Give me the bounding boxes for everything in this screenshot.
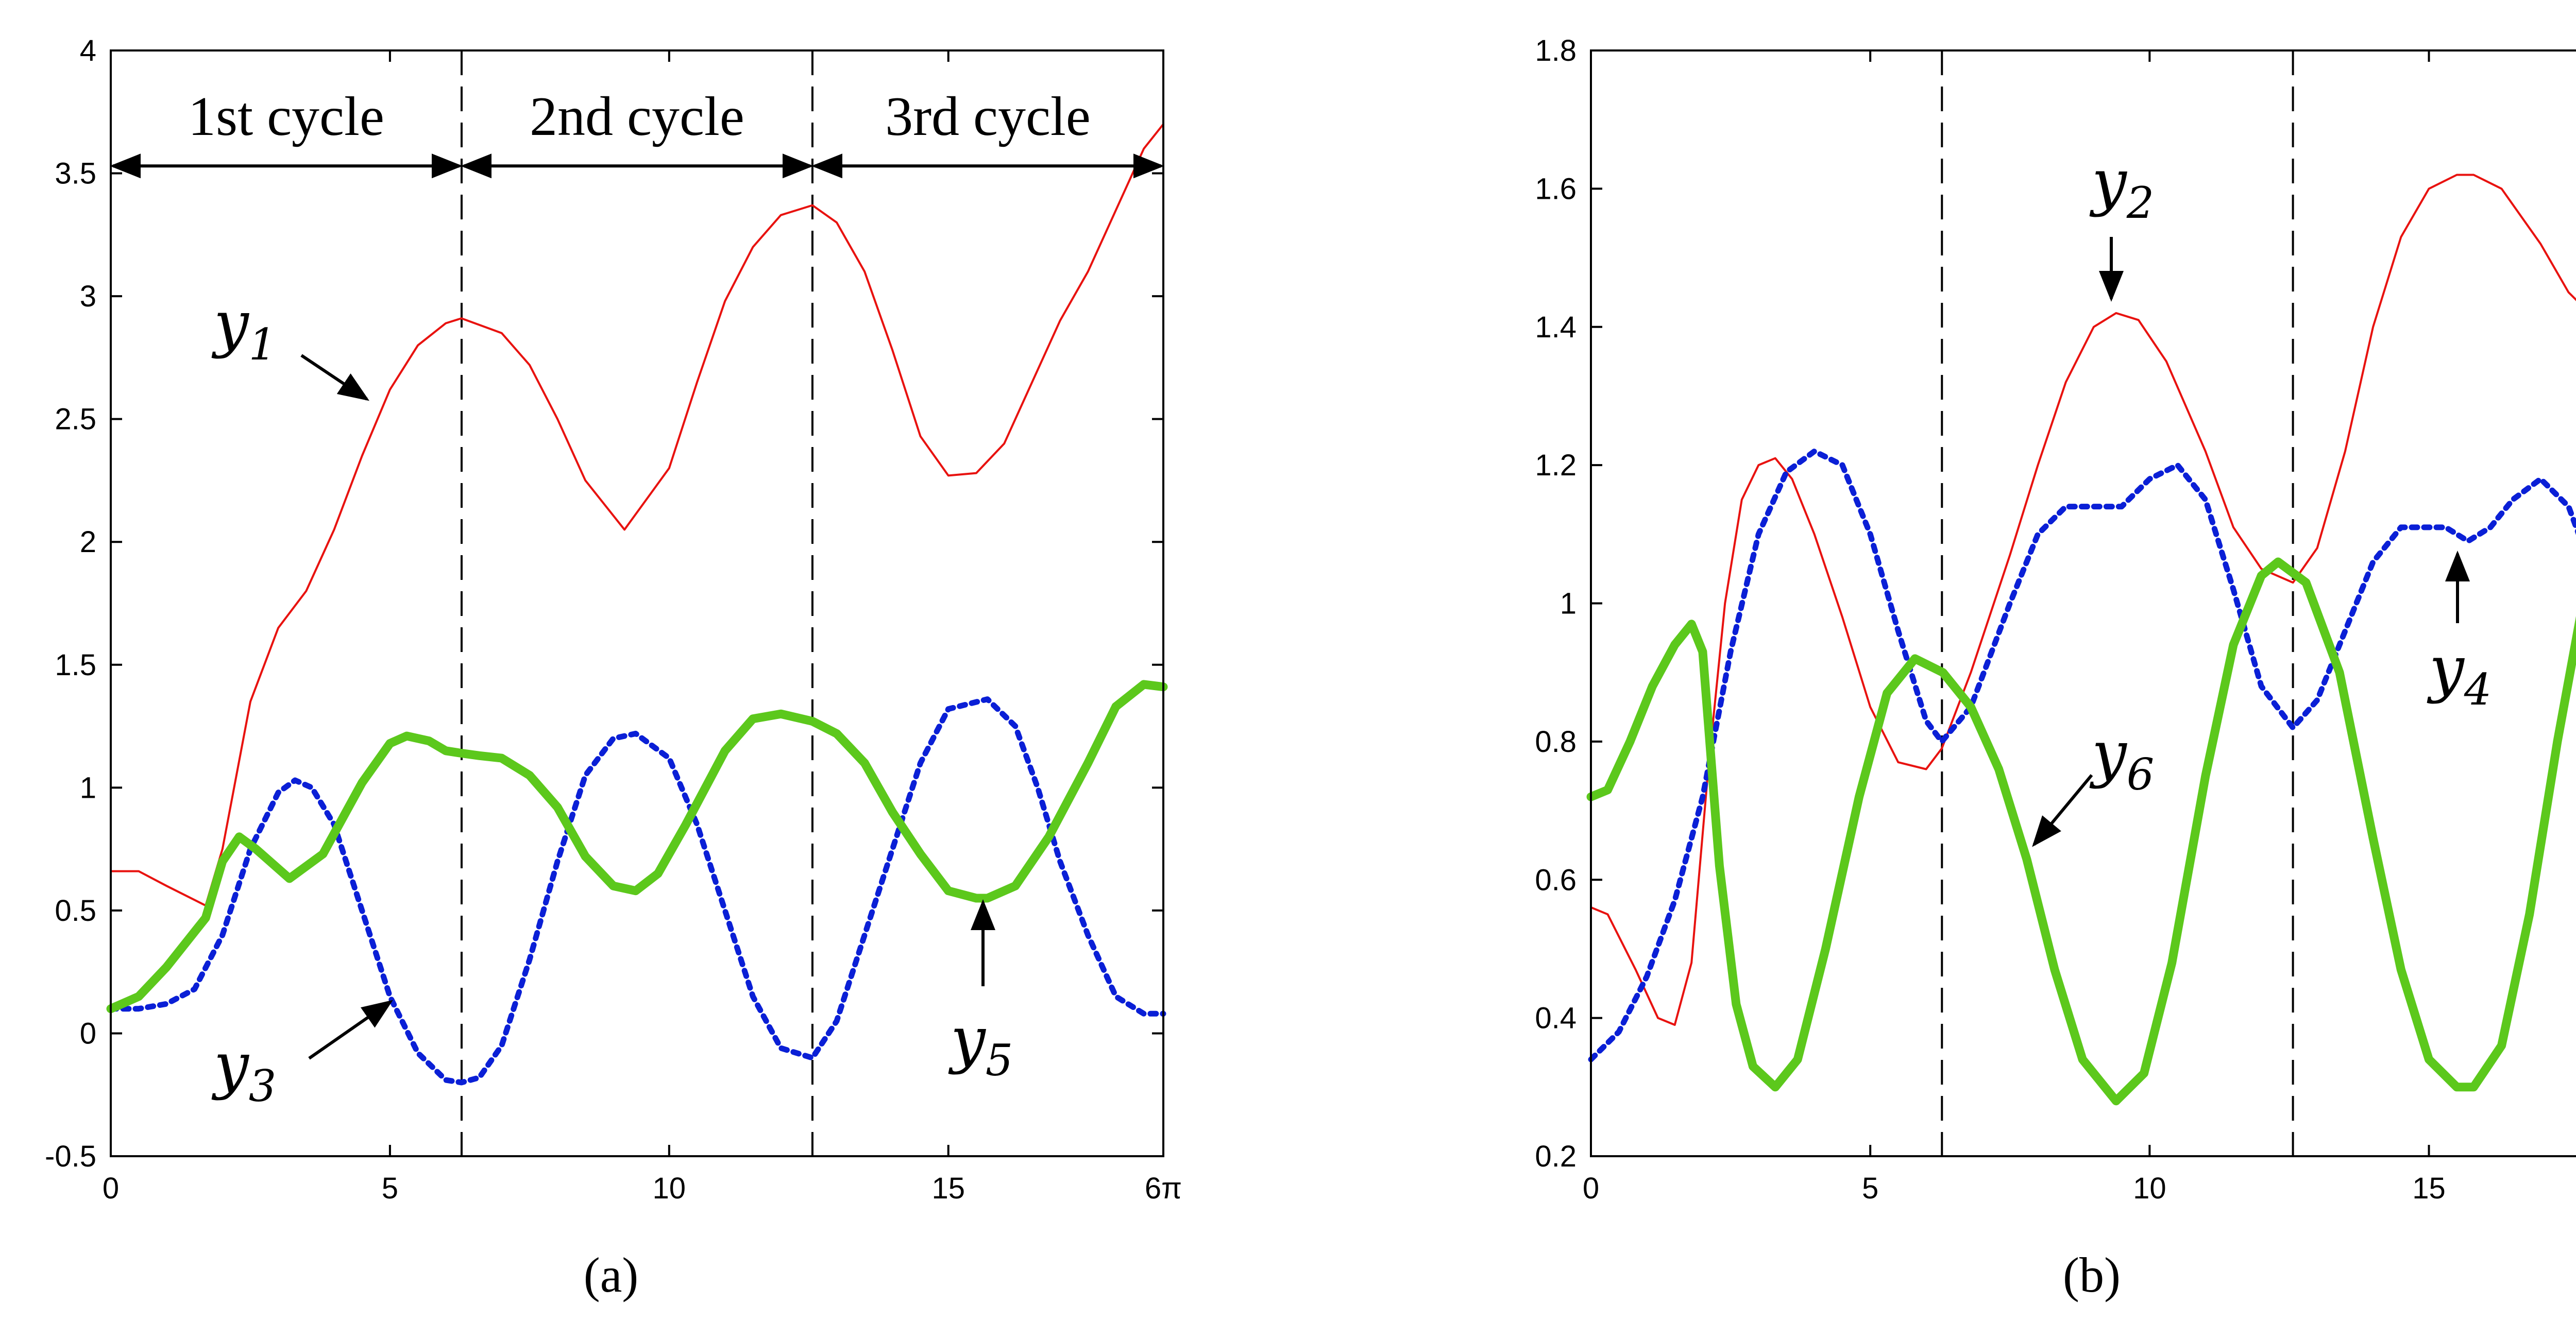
panel-b-y-tick-label: 0.2 (1535, 1140, 1577, 1173)
panel-a-y-tick-label: 4 (80, 34, 96, 67)
panel-a-y-tick-label: 3.5 (55, 157, 96, 191)
series-y1-line (110, 123, 1164, 907)
svg-text:y1: y1 (211, 288, 276, 370)
annotation-y6-arrow (2032, 774, 2093, 847)
panel-b-caption: (b) (2063, 1247, 2121, 1302)
annotation-y3: y3 (211, 1000, 393, 1111)
svg-text:y6: y6 (2089, 718, 2154, 800)
svg-text:y4: y4 (2427, 633, 2492, 715)
panel-b-y-tick-label: 1.6 (1535, 172, 1577, 205)
panel-a: 0 5 10 15 6π -0.500.511.522.533.54 1st cycle… (45, 34, 1182, 1302)
annotation-y4: y4 (2427, 551, 2492, 715)
cycle-label-2: 2nd cycle (530, 86, 744, 147)
panel-a-y-tick-label: -0.5 (45, 1140, 96, 1173)
annotation-y5: y5 (948, 899, 1013, 1086)
panel-b-x-tick-label: 15 (2412, 1172, 2446, 1205)
series-y2-line (1590, 174, 2576, 1026)
panel-b-vlines (1941, 50, 2294, 1156)
panel-a-x-tick-label: 6π (1145, 1172, 1182, 1205)
panel-b-y-tick-label: 1.4 (1535, 311, 1577, 344)
panel-a-y-tick-label: 0.5 (55, 894, 96, 928)
panel-a-y-tick-label: 1.5 (55, 648, 96, 682)
annotation-y1-arrow (300, 354, 369, 401)
annotation-y2: y2 (2089, 147, 2154, 302)
series-y5-line (106, 680, 1168, 1014)
panel-b-x-tick-label: 5 (1862, 1172, 1878, 1205)
panel-a-y-tick-label: 3 (80, 280, 96, 313)
panel-a-x-tick-label: 5 (382, 1172, 398, 1205)
svg-text:y3: y3 (211, 1030, 276, 1111)
annotation-y6: y6 (2032, 718, 2154, 847)
panel-a-series (106, 123, 1168, 1086)
panel-b-y-tick-label: 0.6 (1535, 863, 1577, 897)
panel-b-x-tick-label: 10 (2133, 1172, 2166, 1205)
panel-b-y-tick-label: 1 (1560, 587, 1577, 621)
cycle-label-3: 3rd cycle (885, 86, 1091, 147)
panel-b-series (1586, 174, 2576, 1106)
panel-a-x-tick-label: 15 (931, 1172, 965, 1205)
panel-b-y-axis: 0.2 0.4 0.6 0.8 1 1.2 1.4 1.6 1.8 (1535, 34, 1602, 1173)
panel-a-vlines (460, 50, 814, 1156)
panel-b-y-tick-label: 0.4 (1535, 1002, 1577, 1035)
panel-a-x-axis: 0 5 10 15 6π (103, 50, 1182, 1205)
svg-text:y5: y5 (948, 1004, 1013, 1086)
panel-a-y-tick-label: 0 (80, 1017, 96, 1050)
panel-a-x-tick-label: 10 (653, 1172, 686, 1205)
series-y6-line (1586, 557, 2576, 1106)
svg-text:y2: y2 (2089, 147, 2154, 228)
panel-a-y-tick-label: 2.5 (55, 403, 96, 436)
panel-a-y-tick-label: 1 (80, 771, 96, 804)
annotation-y3-arrow (308, 1000, 393, 1060)
cycle-label-1: 1st cycle (188, 86, 384, 147)
panel-a-y-tick-label: 2 (80, 525, 96, 559)
panel-b-x-tick-label: 0 (1583, 1172, 1599, 1205)
panel-a-y-axis: -0.5 0 0.5 1 1.5 2 2.5 3 3.5 4 (45, 34, 1163, 1173)
panel-a-caption: (a) (584, 1247, 639, 1302)
panel-a-axes-frame (110, 49, 1164, 1157)
panel-a-x-tick-label: 0 (103, 1172, 119, 1205)
annotation-y1: y1 (211, 288, 369, 401)
series-y4-line (1588, 448, 2576, 1062)
panel-b-y-tick-label: 1.8 (1535, 34, 1577, 67)
panel-b-y-tick-label: 1.2 (1535, 449, 1577, 482)
panel-b-y-tick-label: 0.8 (1535, 725, 1577, 759)
series-y3-line (108, 696, 1166, 1086)
panel-a-cycles: 1st cycle 2nd cycle 3rd cycle (110, 86, 1164, 179)
